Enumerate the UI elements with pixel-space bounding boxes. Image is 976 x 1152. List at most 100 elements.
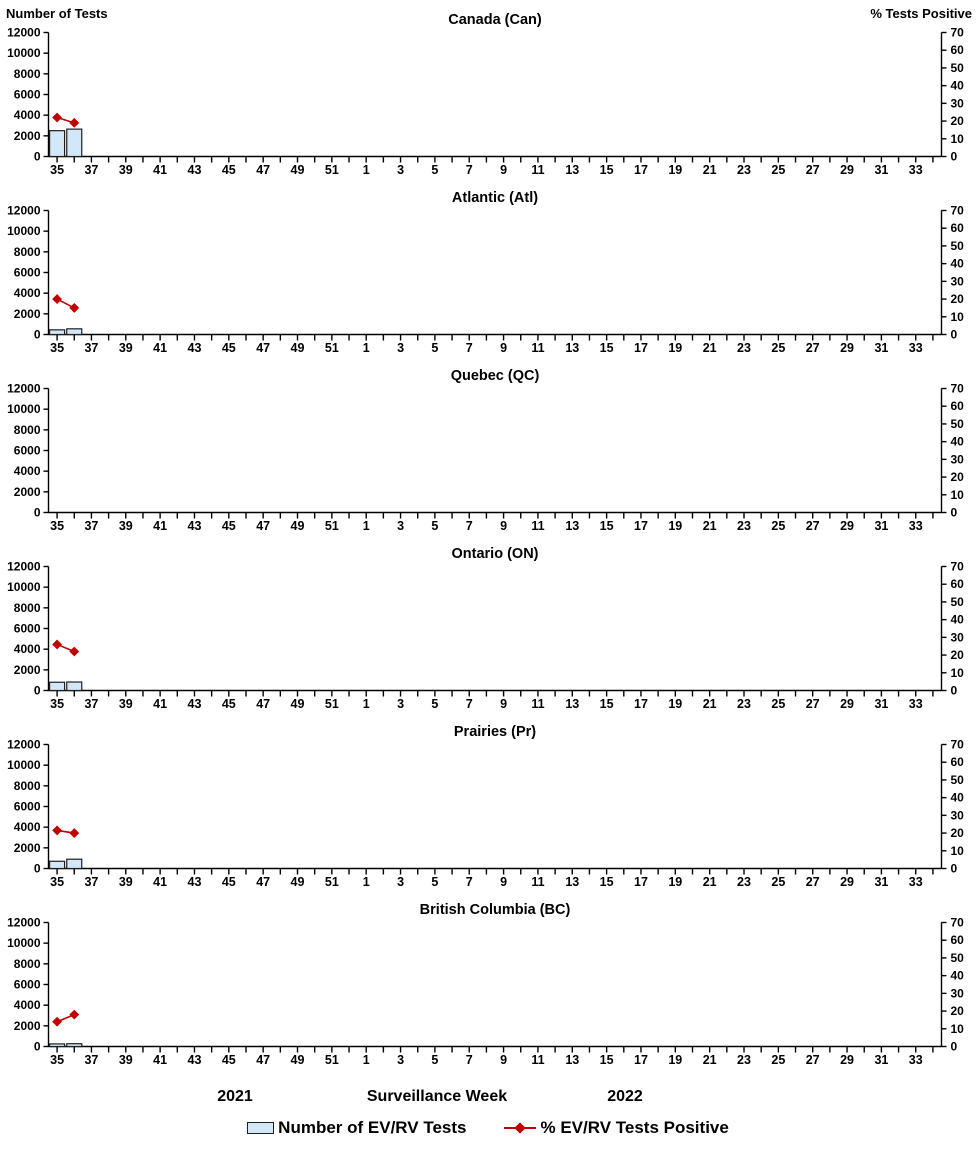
right-tick-label: 10 <box>951 488 965 502</box>
week-label-3: 3 <box>397 519 404 533</box>
legend: Number of EV/RV Tests % EV/RV Tests Posi… <box>0 1118 976 1138</box>
right-tick-label: 40 <box>951 435 965 449</box>
week-label-51: 51 <box>325 875 339 889</box>
week-label-9: 9 <box>500 697 507 711</box>
right-tick-label: 60 <box>951 221 965 235</box>
left-tick-label: 0 <box>34 684 41 698</box>
week-label-25: 25 <box>771 875 785 889</box>
week-label-49: 49 <box>291 697 305 711</box>
week-label-33: 33 <box>909 341 923 355</box>
right-tick-label: 50 <box>951 951 965 965</box>
week-label-25: 25 <box>771 341 785 355</box>
week-label-33: 33 <box>909 163 923 177</box>
week-label-17: 17 <box>634 341 648 355</box>
week-label-7: 7 <box>466 163 473 177</box>
week-label-19: 19 <box>668 1053 682 1067</box>
bar-week-36 <box>66 1043 83 1048</box>
panel-atlantic-atl-chart: Atlantic (Atl)02000400060008000100001200… <box>7 190 965 355</box>
bar-week-35 <box>48 681 66 692</box>
week-label-27: 27 <box>806 163 820 177</box>
line-diamond-swatch-icon <box>504 1122 537 1134</box>
week-label-5: 5 <box>431 341 438 355</box>
legend-item-tests: Number of EV/RV Tests <box>247 1118 466 1138</box>
week-label-13: 13 <box>565 697 579 711</box>
left-tick-label: 10000 <box>7 224 41 238</box>
panel-british-columbia-bc-chart: British Columbia (BC)0200040006000800010… <box>7 902 965 1067</box>
panel-quebec-qc: Quebec (QC) 0 2000 4000 6000 8000 10000 12000 0 1… <box>0 360 976 538</box>
right-tick-label: 10 <box>951 844 965 858</box>
bar-week-35 <box>48 1043 66 1048</box>
diamond-marker-week-36 <box>69 1009 80 1020</box>
week-label-5: 5 <box>431 163 438 177</box>
legend-label-pct: % EV/RV Tests Positive <box>540 1118 729 1137</box>
week-label-25: 25 <box>771 1053 785 1067</box>
week-label-45: 45 <box>222 697 236 711</box>
week-label-23: 23 <box>737 519 751 533</box>
week-label-39: 39 <box>119 163 133 177</box>
week-label-19: 19 <box>668 697 682 711</box>
week-label-29: 29 <box>840 163 854 177</box>
week-label-35: 35 <box>50 697 64 711</box>
left-tick-label: 10000 <box>7 46 41 60</box>
left-tick-label: 8000 <box>14 67 41 81</box>
left-tick-label: 6000 <box>14 266 41 280</box>
week-label-33: 33 <box>909 875 923 889</box>
week-label-17: 17 <box>634 163 648 177</box>
left-axis-title: Number of Tests <box>6 6 108 21</box>
left-tick-label: 4000 <box>14 286 41 300</box>
week-label-21: 21 <box>703 519 717 533</box>
week-label-37: 37 <box>84 341 98 355</box>
bar-week-36 <box>66 128 83 158</box>
week-label-17: 17 <box>634 519 648 533</box>
week-label-37: 37 <box>84 163 98 177</box>
panel-title-prairies-pr: Prairies (Pr) <box>454 724 536 740</box>
x-axis-caption-row: 2021 Surveillance Week 2022 <box>0 1088 976 1112</box>
year-label-2021: 2021 <box>217 1088 253 1105</box>
week-label-37: 37 <box>84 1053 98 1067</box>
week-label-11: 11 <box>531 163 544 177</box>
left-tick-label: 8000 <box>14 423 41 437</box>
week-label-37: 37 <box>84 875 98 889</box>
right-tick-label: 0 <box>951 150 958 164</box>
week-label-35: 35 <box>50 163 64 177</box>
right-axis-title: % Tests Positive <box>870 6 972 21</box>
left-tick-label: 6000 <box>14 800 41 814</box>
week-label-1: 1 <box>363 875 370 889</box>
week-label-29: 29 <box>840 519 854 533</box>
week-label-49: 49 <box>291 341 305 355</box>
week-label-23: 23 <box>737 875 751 889</box>
panel-title-ontario-on: Ontario (ON) <box>452 546 539 562</box>
week-label-47: 47 <box>256 163 270 177</box>
week-label-37: 37 <box>84 697 98 711</box>
panel-canada-can: Canada (Can) 0 2000 4000 6000 8000 10000 12000 0… <box>0 4 976 182</box>
right-tick-label: 50 <box>951 61 965 75</box>
week-label-13: 13 <box>565 341 579 355</box>
week-label-15: 15 <box>600 697 614 711</box>
week-label-51: 51 <box>325 163 339 177</box>
right-tick-label: 40 <box>951 257 965 271</box>
left-tick-label: 12000 <box>7 916 41 930</box>
right-tick-label: 0 <box>951 862 958 876</box>
week-label-37: 37 <box>84 519 98 533</box>
left-tick-label: 6000 <box>14 444 41 458</box>
right-tick-label: 20 <box>951 470 965 484</box>
week-label-45: 45 <box>222 875 236 889</box>
week-label-7: 7 <box>466 341 473 355</box>
left-tick-label: 0 <box>34 328 41 342</box>
left-tick-label: 4000 <box>14 642 41 656</box>
week-label-15: 15 <box>600 875 614 889</box>
panel-prairies-pr: Prairies (Pr) 0 2000 4000 6000 8000 10000 12000… <box>0 716 976 894</box>
right-tick-label: 0 <box>951 506 958 520</box>
right-tick-label: 70 <box>951 738 965 752</box>
right-tick-label: 20 <box>951 826 965 840</box>
chart-panels: Canada (Can) 0 2000 4000 6000 8000 10000 12000 0… <box>0 4 976 1072</box>
bar-week-36 <box>66 681 83 692</box>
left-tick-label: 4000 <box>14 820 41 834</box>
bar-swatch-icon <box>247 1122 275 1134</box>
left-tick-label: 10000 <box>7 936 41 950</box>
right-tick-label: 20 <box>951 1004 965 1018</box>
right-tick-label: 50 <box>951 417 965 431</box>
left-tick-label: 4000 <box>14 998 41 1012</box>
week-label-39: 39 <box>119 519 133 533</box>
panel-prairies-pr-chart: Prairies (Pr) 0 2000 4000 6000 8000 10000 12000… <box>7 724 965 889</box>
